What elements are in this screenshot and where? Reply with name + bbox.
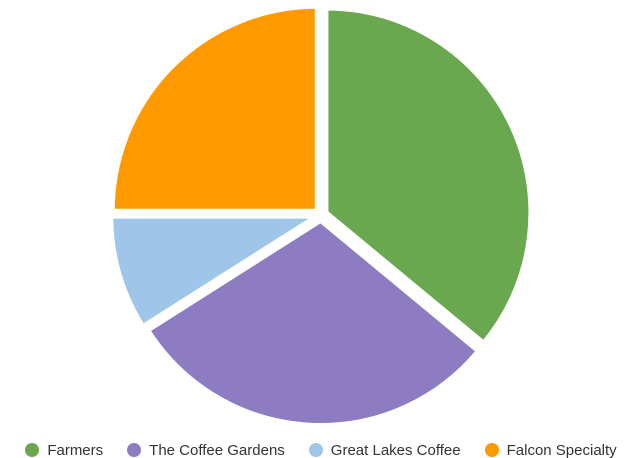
pie-slice-falcon-specialty[interactable] — [110, 4, 319, 213]
legend-item-the-coffee-gardens[interactable]: The Coffee Gardens — [127, 442, 285, 458]
legend-item-falcon-specialty[interactable]: Falcon Specialty — [484, 441, 617, 458]
legend-swatch-farmers — [25, 443, 40, 457]
legend-swatch-falcon-specialty — [484, 443, 499, 457]
legend-label-farmers: Farmers — [47, 441, 104, 458]
pie-slice-farmers[interactable] — [324, 6, 533, 346]
legend-item-farmers[interactable]: Farmers — [25, 442, 103, 458]
pie-plot-area — [109, 4, 533, 427]
legend-label-great-lakes-coffee: Great Lakes Coffee — [330, 441, 461, 458]
legend-swatch-great-lakes-coffee — [308, 443, 323, 457]
legend-item-great-lakes-coffee[interactable]: Great Lakes Coffee — [308, 441, 461, 458]
legend-swatch-the-coffee-gardens — [127, 443, 142, 457]
pie-slice-great-lakes-coffee[interactable] — [109, 214, 323, 329]
legend-label-falcon-specialty: Falcon Specialty — [506, 441, 617, 458]
legend-label-the-coffee-gardens: The Coffee Gardens — [149, 441, 285, 458]
legend: Farmers The Coffee Gardens Great Lakes C… — [0, 440, 642, 458]
pie-slice-the-coffee-gardens[interactable] — [145, 218, 481, 427]
